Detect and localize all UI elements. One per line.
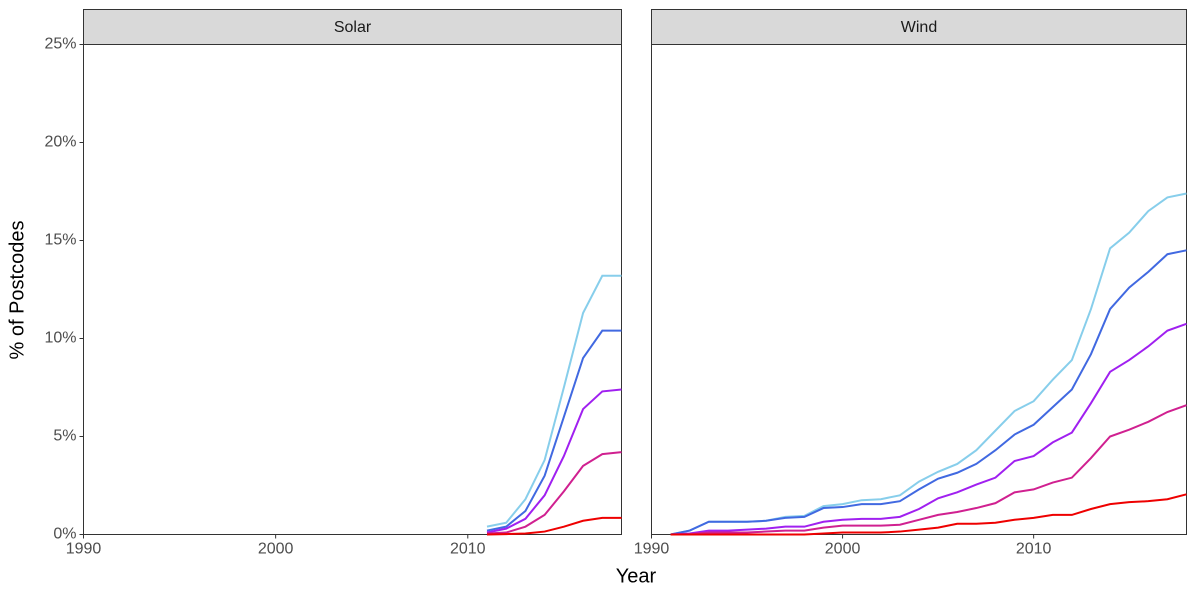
series-line <box>670 404 1187 536</box>
facet-title: Wind <box>901 19 937 36</box>
series-line <box>670 249 1187 536</box>
y-tick-label: 20% <box>44 134 76 151</box>
x-tick-label: 2000 <box>825 541 861 558</box>
y-tick-label: 0% <box>53 526 76 543</box>
y-tick-label: 25% <box>44 36 76 53</box>
x-tick-label: 2010 <box>1016 541 1052 558</box>
facet-strip <box>83 9 622 45</box>
y-axis-title: % of Postcodes <box>6 221 28 360</box>
y-tick-label: 10% <box>44 330 76 347</box>
facet-strip <box>651 9 1187 45</box>
series-line <box>670 493 1187 536</box>
panel-border <box>651 44 1187 535</box>
panel-border <box>83 44 622 535</box>
series-line <box>486 388 622 534</box>
x-tick-label: 1990 <box>66 541 102 558</box>
series-line <box>486 516 622 536</box>
x-tick-label: 2000 <box>258 541 294 558</box>
y-tick-label: 5% <box>53 428 76 445</box>
x-tick-label: 1990 <box>634 541 670 558</box>
facet-title: Solar <box>334 19 372 36</box>
x-axis-title: Year <box>616 565 657 587</box>
x-tick-label: 2010 <box>450 541 486 558</box>
y-tick-label: 15% <box>44 232 76 249</box>
series-line <box>670 322 1187 536</box>
series-line <box>486 451 622 535</box>
series-line <box>486 274 622 528</box>
series-line <box>486 329 622 532</box>
